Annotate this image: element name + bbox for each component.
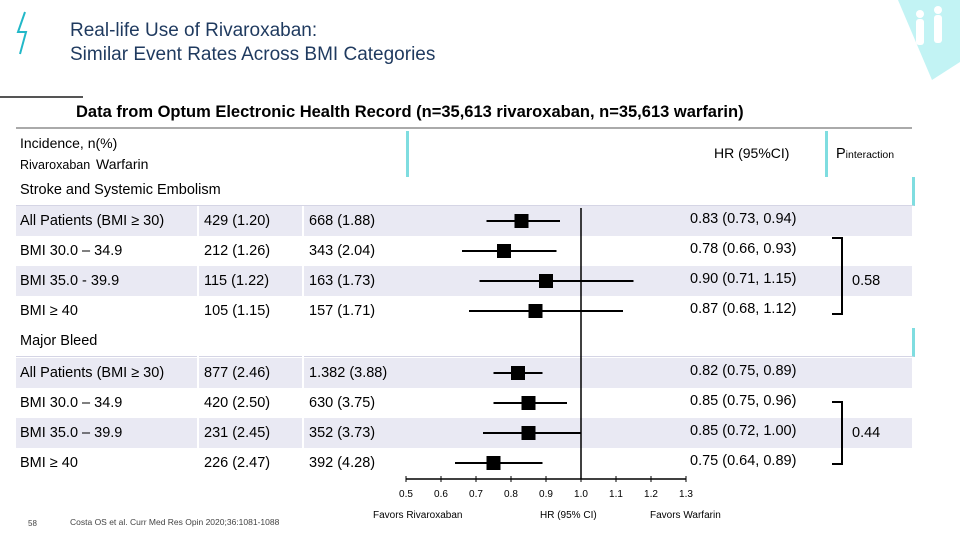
warfarin-cell: 668 (1.88) [309,213,376,229]
incidence-header: Incidence, n(%) [20,135,118,151]
header-hr-border [825,131,828,177]
p-value-stroke: 0.58 [852,273,881,289]
hr-cell: 0.82 (0.75, 0.89) [690,363,797,379]
hr-point [521,396,536,410]
subtitle: Data from Optum Electronic Health Record… [76,103,744,121]
warfarin-cell: 1.382 (3.88) [309,365,388,381]
hr-point [511,366,525,380]
warfarin-cell: 157 (1.71) [309,303,376,319]
section-label: Major Bleed [20,333,98,349]
warfarin-header: Warfarin [96,156,149,172]
x-tick-label: 0.7 [469,489,483,500]
hr-point [514,214,529,228]
hr-header: HR (95%CI) [714,145,790,161]
rivaroxaban-cell: 231 (2.45) [204,425,271,441]
category-cell: BMI 35.0 - 39.9 [20,273,120,289]
warfarin-cell: 630 (3.75) [309,395,376,411]
rivaroxaban-cell: 226 (2.47) [204,455,271,471]
p-value-bleed: 0.44 [852,425,881,441]
doctors-illustration-icon [898,0,960,80]
hr-cell: 0.75 (0.64, 0.89) [690,453,797,469]
category-cell: BMI 30.0 – 34.9 [20,243,123,259]
x-tick-label: 1.3 [679,489,693,500]
warfarin-cell: 392 (4.28) [309,455,376,471]
col-sep-1 [197,206,199,478]
slide-number: 58 [28,519,37,528]
table-header [16,127,912,179]
rivaroxaban-header: Rivaroxaban [20,158,91,172]
category-cell: All Patients (BMI ≥ 30) [20,365,165,381]
x-tick-label: 1.1 [609,489,623,500]
p-bracket-bleed-icon [832,401,843,465]
section-header-stroke: Stroke and Systemic Embolism [16,177,915,206]
rivaroxaban-cell: 420 (2.50) [204,395,271,411]
p-bracket-stroke-icon [832,237,843,315]
header-right-border [406,131,409,177]
rivaroxaban-cell: 212 (1.26) [204,243,271,259]
rivaroxaban-cell: 115 (1.22) [204,273,270,289]
hr-cell: 0.87 (0.68, 1.12) [690,301,797,317]
axis-label: HR (95% CI) [540,510,597,521]
rivaroxaban-cell: 877 (2.46) [204,365,271,381]
hr-cell: 0.78 (0.66, 0.93) [690,241,797,257]
citation: Costa OS et al. Curr Med Res Opin 2020;3… [70,517,280,527]
category-cell: BMI ≥ 40 [20,455,78,471]
hr-point [521,426,536,440]
hr-point [528,304,543,318]
hr-cell: 0.83 (0.73, 0.94) [690,211,797,227]
p-sub: interaction [845,149,895,161]
hr-point [486,456,501,470]
title-line-2: Similar Event Rates Across BMI Categorie… [70,44,436,65]
p-interaction-header: Pinteraction [836,145,894,163]
x-tick-label: 0.8 [504,489,518,500]
table-row [16,418,912,448]
warfarin-cell: 343 (2.04) [309,243,376,259]
hr-cell: 0.90 (0.71, 1.15) [690,271,797,287]
table-row [16,358,912,388]
favors-warfarin-label: Favors Warfarin [650,510,721,521]
rivaroxaban-cell: 105 (1.15) [204,303,271,319]
title-line-1: Real-life Use of Rivaroxaban: [70,20,318,41]
col-sep-2 [302,206,304,478]
x-tick-label: 0.6 [434,489,448,500]
x-tick-label: 0.9 [539,489,553,500]
p-main: P [836,146,846,162]
category-cell: All Patients (BMI ≥ 30) [20,213,165,229]
x-tick-label: 1.0 [574,489,588,500]
category-cell: BMI 30.0 – 34.9 [20,395,123,411]
warfarin-cell: 352 (3.73) [309,425,376,441]
warfarin-cell: 163 (1.73) [309,273,376,289]
page-title: Real-life Use of Rivaroxaban: Similar Ev… [70,19,435,67]
table-row [16,206,912,236]
favors-rivaroxaban-label: Favors Rivaroxaban [373,510,463,521]
lightning-logo-icon [16,11,28,55]
title-divider [0,96,83,98]
section-header-bleed: Major Bleed [16,328,915,357]
hr-point [539,274,553,288]
rivaroxaban-cell: 429 (1.20) [204,213,271,229]
x-tick-label: 0.5 [399,489,413,500]
category-cell: BMI 35.0 – 39.9 [20,425,123,441]
hr-point [497,244,511,258]
section-label: Stroke and Systemic Embolism [20,182,221,198]
category-cell: BMI ≥ 40 [20,303,78,319]
hr-cell: 0.85 (0.72, 1.00) [690,423,797,439]
table-row [16,266,912,296]
hr-cell: 0.85 (0.75, 0.96) [690,393,797,409]
x-tick-label: 1.2 [644,489,658,500]
